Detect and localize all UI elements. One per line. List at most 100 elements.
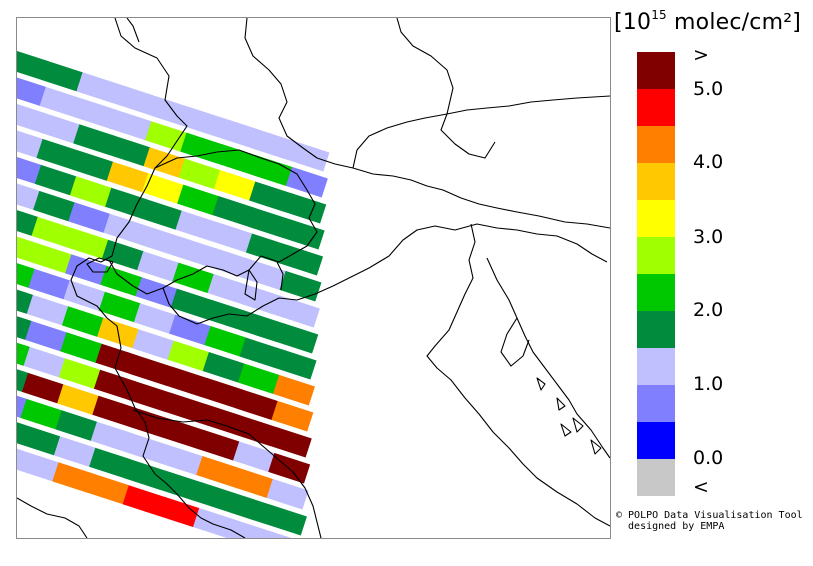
swath-pixel [17, 361, 29, 393]
border-line [126, 18, 140, 43]
credit-line-2: designed by EMPA [616, 521, 725, 532]
swath-pixel [279, 270, 322, 302]
border-line [426, 223, 610, 527]
border-line [162, 223, 608, 325]
swath-pixel [89, 447, 132, 479]
swath-pixel [25, 320, 68, 352]
swath-pixel [105, 187, 148, 219]
legend-swatch [637, 237, 675, 274]
swath-pixel [130, 355, 173, 386]
swath-pixel [242, 285, 285, 317]
border-line [500, 317, 530, 367]
swath-pixel [247, 207, 290, 239]
swath-pixel [39, 86, 82, 118]
swath-pixel [245, 233, 288, 265]
border-line [560, 423, 572, 437]
legend-swatch [637, 422, 675, 459]
swath-pixel [141, 173, 184, 204]
legend-label-under: < [693, 476, 709, 498]
swath-pixel [202, 352, 245, 383]
swath-pixel [36, 138, 79, 170]
swath-pixel [281, 244, 324, 276]
swath-pixel [20, 398, 63, 430]
swath-pixel [103, 213, 146, 245]
swath-pixel [282, 218, 325, 250]
swath-pixel [124, 459, 167, 490]
border-line [132, 409, 322, 538]
credit-line-1: © POLPO Data Visualisation Tool [616, 510, 803, 521]
swath-pixel [133, 303, 176, 334]
border-line [244, 18, 610, 229]
swath-pixel [132, 329, 175, 360]
swath-pixel [239, 337, 282, 369]
swath-pixel [145, 121, 188, 152]
swath-pixel [38, 112, 80, 144]
swath-pixel [17, 49, 48, 81]
swath-pixel [178, 158, 221, 190]
swath-pixel [127, 407, 170, 438]
swath-pixel [122, 485, 165, 516]
swath-pixel [76, 72, 119, 103]
swath-pixel [273, 374, 315, 406]
legend-swatch [637, 459, 675, 496]
swath-pixel [250, 155, 293, 187]
satellite-swath-strips [17, 49, 330, 538]
swath-pixel [129, 381, 172, 412]
legend-swatch [637, 52, 675, 89]
swath-pixel [212, 196, 255, 227]
swath-pixel [69, 176, 112, 207]
legend-tick-3: 3.0 [693, 226, 724, 248]
swath-pixel [111, 83, 154, 115]
swath-pixel [108, 135, 151, 167]
legend-title-suffix: molec/cm²] [666, 10, 802, 35]
swath-pixel [157, 496, 200, 528]
border-line [352, 95, 610, 169]
swath-pixel [52, 462, 95, 493]
swath-pixel [217, 117, 260, 149]
border-line [556, 397, 566, 411]
swath-pixel [93, 369, 136, 401]
swath-pixel [249, 181, 292, 213]
swath-pixel [172, 262, 215, 294]
legend-title: [1015 molec/cm²] [614, 8, 804, 35]
legend-swatch [637, 89, 675, 126]
swath-pixel [215, 144, 258, 175]
swath-pixel [17, 153, 42, 185]
map-canvas[interactable] [17, 18, 610, 538]
border-line [536, 377, 546, 391]
swath-pixel [34, 164, 77, 196]
swath-pixel [60, 332, 103, 363]
swath-pixel [74, 98, 117, 129]
border-line [70, 18, 246, 538]
border-line [572, 417, 584, 433]
swath-pixel [140, 199, 183, 230]
swath-pixel [29, 242, 72, 274]
swath-pixel [17, 179, 40, 211]
swath-pixel [28, 268, 71, 300]
swath-pixel [201, 378, 244, 409]
swath-pixel [92, 395, 135, 427]
swath-pixel [265, 504, 307, 536]
swath-pixel [135, 277, 178, 308]
swath-pixel [228, 519, 271, 538]
swath-pixel [146, 95, 189, 126]
border-line [86, 257, 114, 273]
border-line [276, 261, 284, 291]
legend-label-over: > [693, 44, 709, 66]
legend-swatch [637, 126, 675, 163]
swath-pixel [274, 348, 317, 380]
map-frame [16, 17, 611, 539]
swath-pixel [204, 326, 247, 357]
swath-pixel [26, 294, 69, 326]
swath-pixel [17, 75, 47, 107]
swath-pixel [170, 288, 213, 320]
swath-pixel [17, 231, 37, 263]
swath-pixel [63, 280, 106, 311]
swath-pixel [173, 236, 216, 268]
swath-pixel [271, 400, 314, 432]
swath-pixel [233, 441, 275, 473]
swath-pixel [167, 340, 210, 372]
swath-pixel [162, 418, 205, 450]
legend-swatch [637, 348, 675, 385]
swath-pixel [213, 170, 256, 201]
